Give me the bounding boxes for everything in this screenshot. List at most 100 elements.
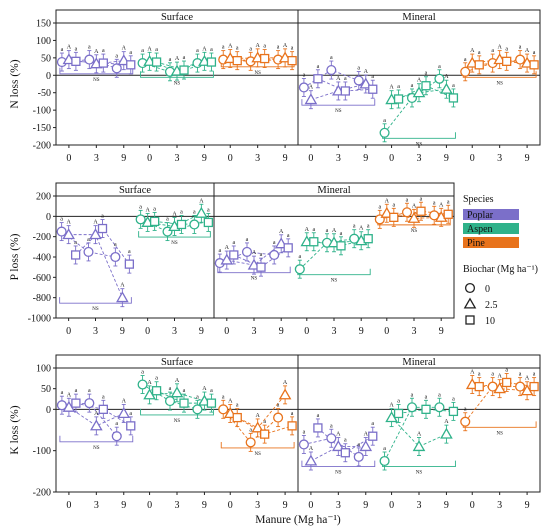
dashed-connector bbox=[68, 406, 124, 427]
triangle-marker bbox=[304, 454, 318, 466]
y-tick-label: -150 bbox=[33, 123, 51, 134]
ns-label: NS bbox=[416, 142, 423, 147]
x-tick-label: 3 bbox=[336, 153, 341, 164]
square-marker bbox=[151, 57, 162, 67]
sig-letter: a bbox=[353, 224, 356, 230]
sig-letter: a bbox=[433, 200, 436, 206]
x-tick-label: 9 bbox=[444, 500, 449, 511]
sig-letter: a bbox=[367, 224, 370, 230]
data-point bbox=[126, 421, 136, 431]
data-point bbox=[137, 379, 148, 390]
sig-letter: a bbox=[411, 83, 414, 89]
data-point bbox=[179, 398, 189, 408]
sig-letter: a bbox=[88, 45, 91, 51]
x-tick-label: 9 bbox=[283, 153, 288, 164]
x-tick-label: 3 bbox=[255, 500, 260, 511]
x-tick-label: 0 bbox=[389, 153, 394, 164]
ns-label: NS bbox=[496, 81, 503, 86]
sig-letter: A bbox=[255, 43, 260, 49]
x-tick-label: 0 bbox=[66, 500, 71, 511]
data-point bbox=[56, 226, 67, 237]
data-point bbox=[111, 63, 122, 74]
triangle-marker bbox=[493, 382, 506, 394]
circle-marker bbox=[273, 412, 284, 423]
square-marker bbox=[179, 398, 189, 408]
ns-bracket bbox=[382, 132, 456, 139]
sig-letter: a bbox=[61, 47, 64, 53]
data-point bbox=[368, 84, 378, 94]
data-point bbox=[71, 56, 81, 66]
triangle-marker bbox=[412, 86, 426, 98]
sig-letter: A bbox=[444, 74, 449, 80]
x-axis-label: Manure (Mg ha⁻¹) bbox=[255, 514, 341, 526]
data-point bbox=[189, 219, 200, 230]
sig-letter: a bbox=[505, 367, 508, 373]
sig-letter: A bbox=[66, 220, 71, 226]
square-marker bbox=[309, 237, 319, 247]
data-point bbox=[412, 86, 426, 98]
square-marker bbox=[363, 234, 373, 244]
sig-letter: a bbox=[75, 46, 78, 52]
legend-biochar-label: 10 bbox=[485, 316, 495, 327]
sig-letter: a bbox=[183, 55, 186, 61]
circle-marker bbox=[434, 73, 445, 84]
data-point bbox=[70, 250, 81, 260]
y-tick-label: -200 bbox=[33, 232, 51, 243]
data-point bbox=[379, 455, 390, 467]
x-tick-label: 3 bbox=[172, 326, 177, 337]
data-point bbox=[326, 433, 337, 444]
y-tick-label: -400 bbox=[33, 253, 51, 264]
circle-marker bbox=[294, 264, 305, 275]
sig-letter: a bbox=[193, 209, 196, 215]
y-tick-label: -600 bbox=[33, 273, 51, 284]
circle-marker bbox=[192, 404, 203, 415]
sig-letter: A bbox=[359, 226, 364, 232]
sig-letter: a bbox=[298, 254, 301, 260]
sig-letter: a bbox=[196, 394, 199, 400]
ns-label: NS bbox=[174, 81, 181, 86]
sig-letter: a bbox=[75, 388, 78, 394]
square-marker bbox=[97, 223, 108, 234]
square-marker bbox=[206, 57, 217, 67]
x-tick-label: 9 bbox=[199, 326, 204, 337]
x-tick-label: 0 bbox=[308, 153, 313, 164]
data-point bbox=[313, 423, 323, 433]
data-point bbox=[206, 57, 217, 67]
sig-letter: a bbox=[222, 45, 225, 51]
data-point bbox=[89, 228, 102, 240]
sig-letter: A bbox=[309, 85, 314, 91]
circle-marker bbox=[460, 416, 471, 427]
x-tick-label: 9 bbox=[283, 500, 288, 511]
sig-letter: a bbox=[277, 403, 280, 409]
square-marker bbox=[336, 241, 346, 251]
square-marker bbox=[421, 81, 431, 91]
sig-letter: A bbox=[389, 85, 394, 91]
sig-letter: a bbox=[232, 240, 235, 246]
data-point bbox=[232, 412, 242, 423]
data-point bbox=[83, 246, 94, 257]
square-marker bbox=[203, 217, 214, 228]
sig-letter: a bbox=[141, 48, 144, 54]
circle-marker bbox=[298, 82, 309, 93]
triangle-marker bbox=[463, 297, 477, 309]
square-marker bbox=[283, 243, 293, 253]
data-point bbox=[434, 73, 445, 84]
sig-letter: A bbox=[412, 203, 417, 209]
sig-letter: A bbox=[122, 46, 127, 52]
sig-letter: a bbox=[210, 388, 213, 394]
sig-letter: A bbox=[417, 432, 422, 438]
square-marker bbox=[126, 421, 136, 431]
sig-letter: a bbox=[249, 427, 252, 433]
sig-letter: A bbox=[120, 283, 125, 289]
sig-letter: a bbox=[246, 237, 249, 243]
sig-letter: A bbox=[364, 69, 369, 75]
x-tick-label: 0 bbox=[224, 326, 229, 337]
strip-label-surface: Surface bbox=[161, 12, 193, 23]
square-marker bbox=[98, 404, 108, 414]
circle-marker bbox=[56, 226, 67, 237]
data-point bbox=[529, 381, 539, 392]
data-point bbox=[515, 381, 526, 392]
data-point bbox=[379, 127, 390, 138]
